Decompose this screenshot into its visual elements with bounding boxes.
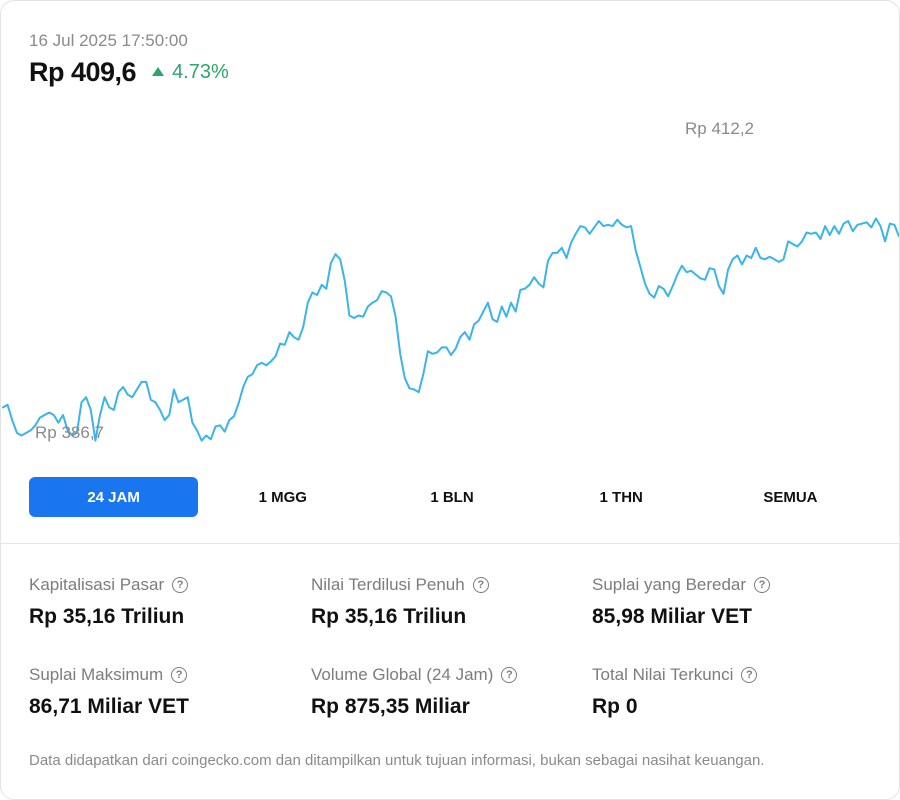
- help-icon[interactable]: ?: [172, 577, 189, 593]
- stat-label: Suplai Maksimum: [29, 665, 164, 684]
- stat-global-volume: Volume Global (24 Jam)? Rp 875,35 Miliar: [311, 665, 581, 719]
- price-row: Rp 409,6 4.73%: [29, 57, 229, 88]
- range-tabs: 24 JAM 1 MGG 1 BLN 1 THN SEMUA: [29, 477, 875, 517]
- stat-value: Rp 875,35 Miliar: [311, 695, 470, 718]
- stat-label: Total Nilai Terkunci: [592, 665, 734, 684]
- stat-value: 86,71 Miliar VET: [29, 695, 189, 718]
- stat-value: Rp 35,16 Triliun: [311, 605, 467, 628]
- tab-1-thn[interactable]: 1 THN: [599, 488, 643, 506]
- price-change-percent: 4.73%: [172, 61, 229, 83]
- divider: [1, 543, 899, 544]
- stat-label: Kapitalisasi Pasar: [29, 575, 165, 594]
- help-icon[interactable]: ?: [754, 577, 771, 593]
- stat-value: Rp 0: [592, 695, 638, 718]
- help-icon[interactable]: ?: [472, 577, 489, 593]
- tab-1-mgg[interactable]: 1 MGG: [258, 488, 307, 506]
- disclaimer: Data didapatkan dari coingecko.com dan d…: [29, 752, 765, 769]
- tab-24-jam[interactable]: 24 JAM: [29, 477, 199, 517]
- stat-fully-diluted: Nilai Terdilusi Penuh? Rp 35,16 Triliun: [311, 575, 581, 629]
- tab-1-bln[interactable]: 1 BLN: [430, 488, 474, 506]
- stat-total-value-locked: Total Nilai Terkunci? Rp 0: [592, 665, 862, 719]
- help-icon[interactable]: ?: [171, 667, 188, 683]
- stat-market-cap: Kapitalisasi Pasar? Rp 35,16 Triliun: [29, 575, 299, 629]
- current-price: Rp 409,6: [29, 57, 137, 87]
- price-line: [2, 217, 899, 442]
- help-icon[interactable]: ?: [741, 667, 758, 683]
- triangle-up-icon: [152, 67, 165, 76]
- help-icon[interactable]: ?: [501, 667, 518, 683]
- stat-value: Rp 35,16 Triliun: [29, 605, 185, 628]
- stat-value: 85,98 Miliar VET: [592, 605, 752, 628]
- chart-low-label: Rp 386,7: [35, 423, 104, 442]
- price-chart[interactable]: [1, 101, 900, 461]
- stat-label: Volume Global (24 Jam): [311, 665, 494, 684]
- tab-semua[interactable]: SEMUA: [763, 488, 818, 506]
- price-change: 4.73%: [152, 61, 229, 84]
- stat-circulating-supply: Suplai yang Beredar? 85,98 Miliar VET: [592, 575, 862, 629]
- stat-label: Suplai yang Beredar: [592, 575, 747, 594]
- stat-max-supply: Suplai Maksimum? 86,71 Miliar VET: [29, 665, 299, 719]
- chart-high-label: Rp 412,2: [685, 119, 754, 138]
- timestamp: 16 Jul 2025 17:50:00: [29, 31, 188, 50]
- stat-label: Nilai Terdilusi Penuh: [311, 575, 465, 594]
